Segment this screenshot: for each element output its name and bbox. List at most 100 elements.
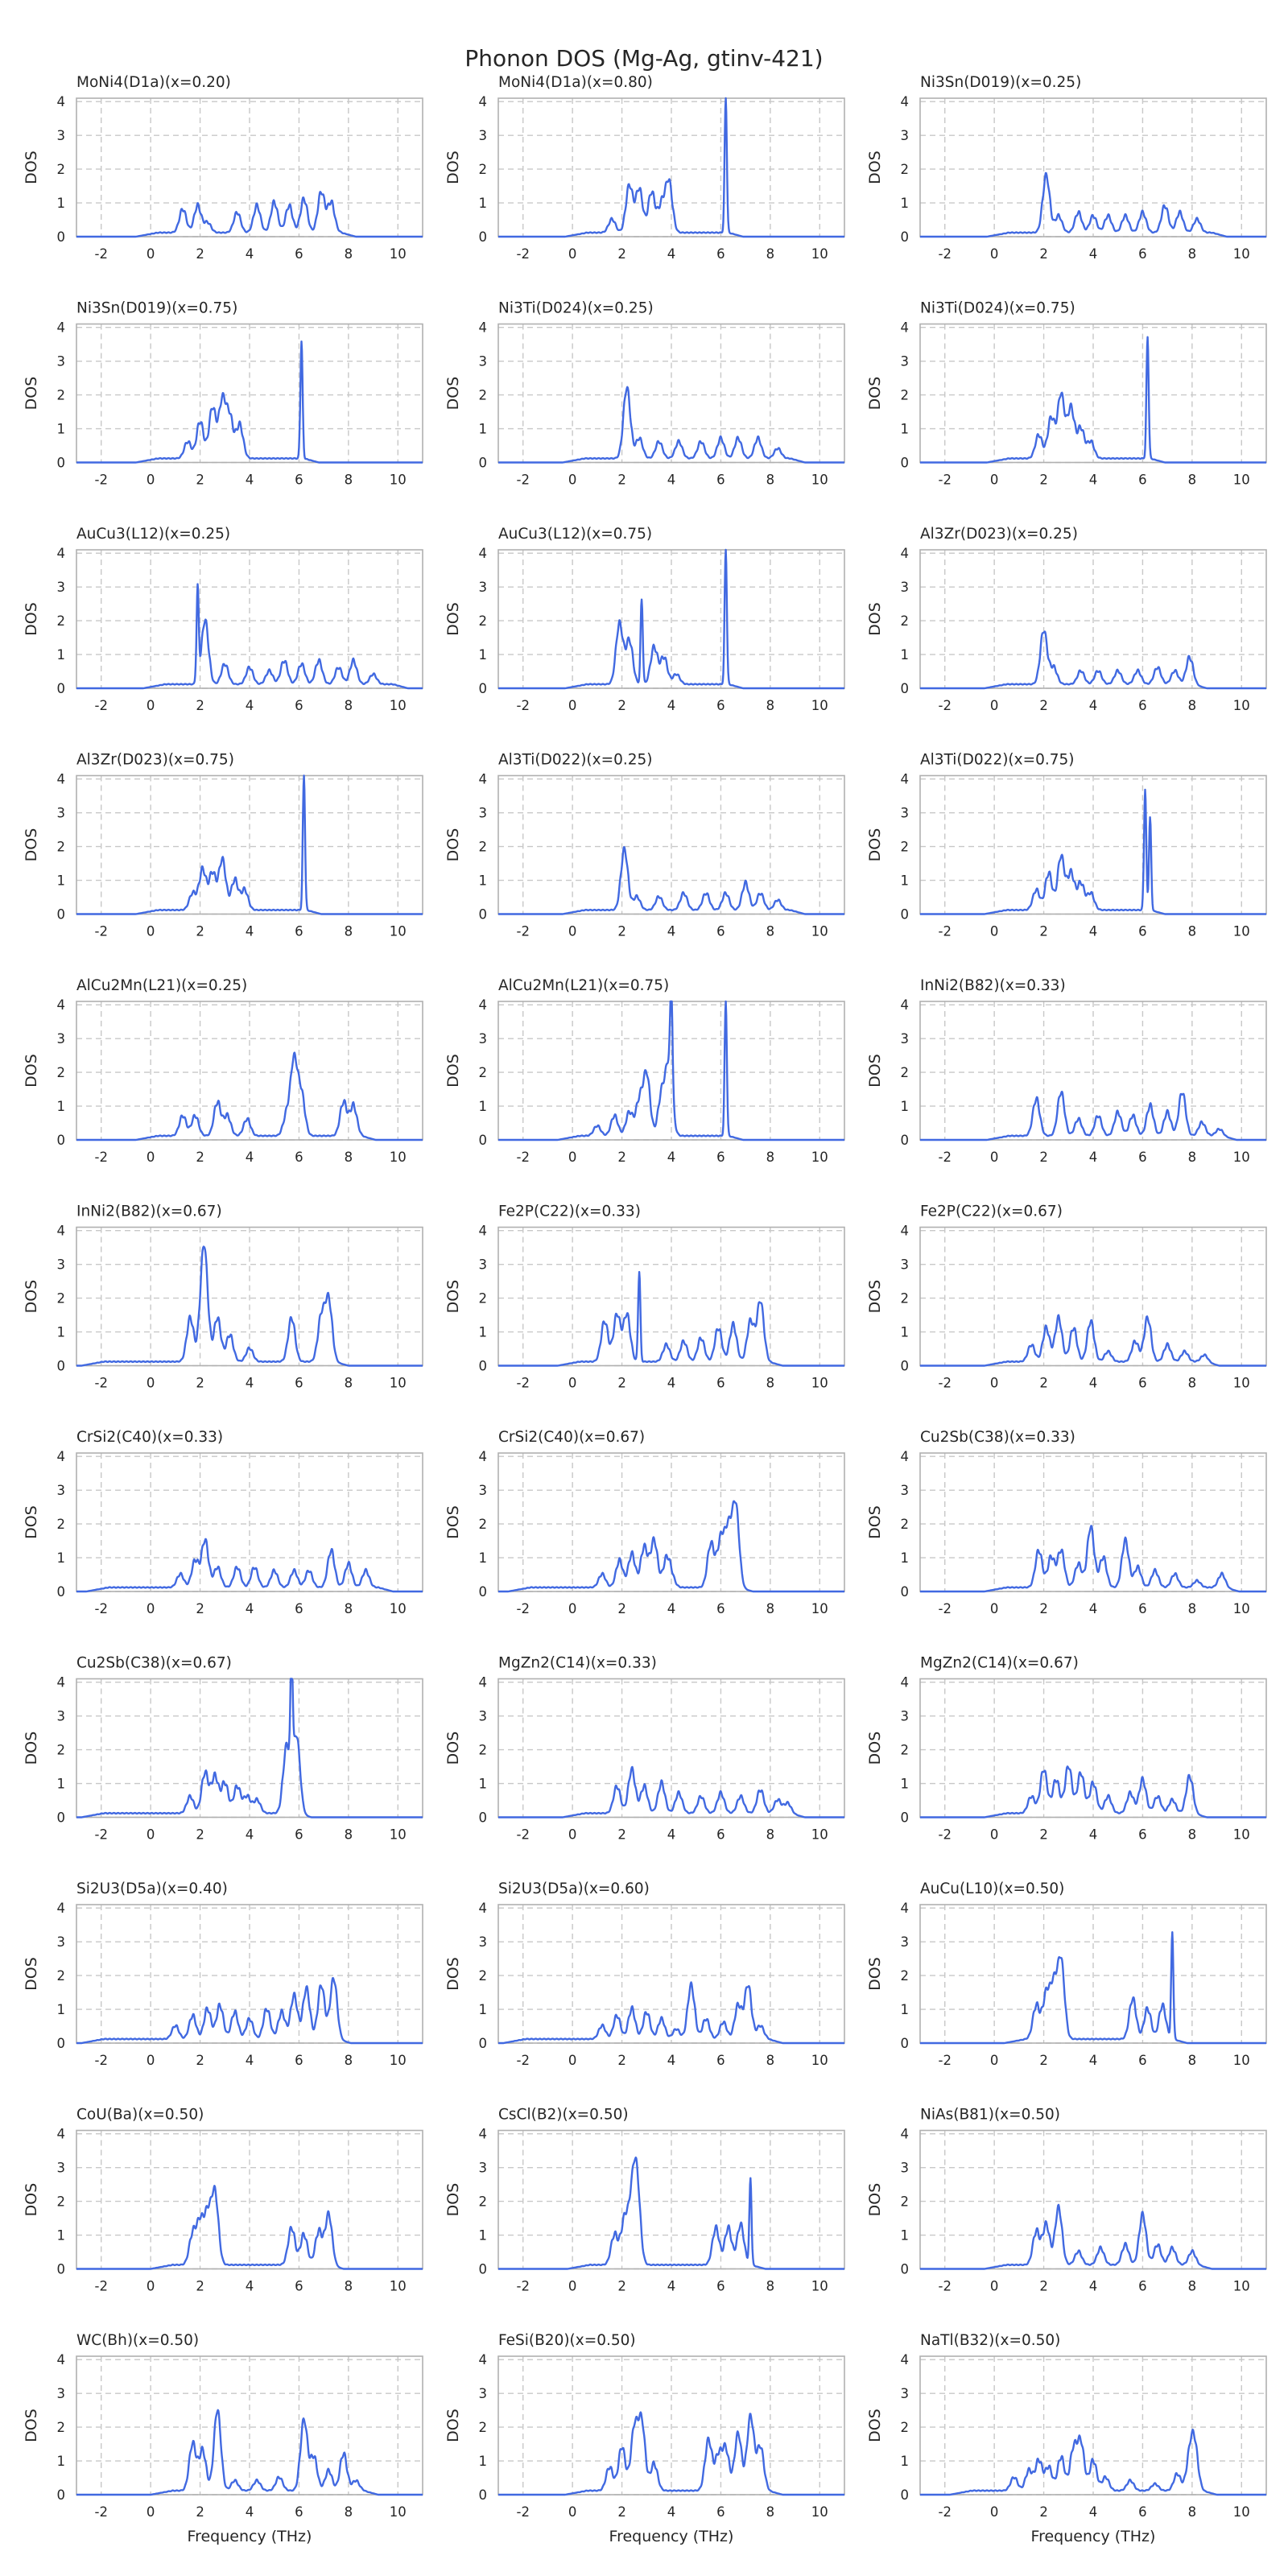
x-tick-label: 0	[568, 924, 577, 939]
y-tick-label: 0	[479, 1359, 488, 1374]
x-tick-label: 8	[1188, 2279, 1197, 2294]
y-tick-label: 3	[901, 2161, 910, 2176]
y-tick-label: 3	[479, 806, 488, 821]
x-tick-label: 6	[1138, 473, 1147, 488]
figure-title: Phonon DOS (Mg-Ag, gtinv-421)	[464, 45, 824, 72]
y-tick-label: 4	[901, 997, 910, 1013]
y-tick-label: 2	[901, 840, 910, 855]
y-tick-label: 3	[57, 1483, 66, 1498]
y-axis-label: DOS	[444, 828, 462, 862]
y-tick-label: 2	[479, 162, 488, 177]
y-tick-label: 1	[901, 422, 910, 437]
x-tick-label: 4	[1089, 698, 1098, 713]
x-tick-label: 10	[1233, 2504, 1250, 2520]
y-tick-label: 3	[479, 580, 488, 595]
dos-line	[76, 1678, 423, 1818]
x-tick-label: -2	[94, 473, 107, 488]
x-tick-label: 0	[568, 2504, 577, 2520]
x-tick-label: 6	[295, 2279, 303, 2294]
x-tick-label: 0	[147, 924, 155, 939]
x-tick-label: 0	[147, 246, 155, 262]
x-tick-label: 8	[345, 246, 353, 262]
y-tick-label: 1	[57, 647, 66, 663]
x-tick-label: -2	[94, 2053, 107, 2068]
axes-frame	[497, 323, 845, 464]
x-tick-label: -2	[94, 698, 107, 713]
y-axis-label: DOS	[866, 1505, 884, 1539]
dos-line	[497, 97, 845, 238]
y-axis-label: DOS	[444, 1732, 462, 1765]
x-tick-label: 2	[1039, 1150, 1048, 1165]
x-tick-label: 0	[990, 246, 999, 262]
dos-panel: -2 0 2 4 6 8 10 0 1 2 3 4 DOS MoNi4(D1a)(x=0.80)	[444, 74, 845, 262]
x-tick-label: 4	[667, 1601, 676, 1616]
x-tick-label: -2	[94, 1601, 107, 1616]
y-tick-label: 2	[479, 1743, 488, 1758]
y-tick-label: 1	[901, 1777, 910, 1792]
x-tick-label: 8	[345, 1827, 353, 1843]
panel-title: FeSi(B20)(x=0.50)	[498, 2332, 636, 2349]
x-tick-label: 10	[1233, 2053, 1250, 2068]
dos-panel: -2 0 2 4 6 8 10 0 1 2 3 4 DOS Al3Zr(D023)(x=0.75)	[23, 752, 423, 939]
y-tick-label: 2	[901, 613, 910, 629]
x-tick-label: 8	[766, 1376, 775, 1391]
x-tick-label: 4	[1089, 1827, 1098, 1843]
x-tick-label: 2	[1039, 2279, 1048, 2294]
dos-panel: -2 0 2 4 6 8 10 0 1 2 3 4 DOS AuCu3(L12)(x=0.75)	[444, 526, 845, 713]
y-tick-label: 3	[479, 2161, 488, 2176]
y-tick-label: 2	[479, 1291, 488, 1307]
y-tick-label: 0	[479, 2487, 488, 2503]
axes-frame	[497, 1904, 845, 2044]
panel-title: Al3Zr(D023)(x=0.75)	[76, 752, 234, 769]
x-tick-label: 4	[246, 1150, 254, 1165]
x-tick-label: 2	[617, 1150, 626, 1165]
x-tick-label: 0	[990, 1150, 999, 1165]
x-tick-label: 10	[390, 473, 407, 488]
x-tick-label: -2	[516, 2053, 529, 2068]
y-tick-label: 2	[479, 613, 488, 629]
y-axis-label: DOS	[444, 2409, 462, 2442]
x-tick-label: 10	[811, 246, 828, 262]
y-tick-label: 4	[901, 1449, 910, 1464]
dos-line	[497, 548, 845, 690]
y-tick-label: 0	[479, 456, 488, 471]
x-tick-label: 8	[345, 2504, 353, 2520]
panel-title: AuCu(L10)(x=0.50)	[920, 1880, 1064, 1897]
y-tick-label: 3	[57, 580, 66, 595]
y-tick-label: 2	[479, 840, 488, 855]
panel-title: Ni3Sn(D019)(x=0.25)	[920, 74, 1081, 91]
x-tick-label: 8	[1188, 1376, 1197, 1391]
y-tick-label: 4	[57, 2127, 66, 2142]
x-tick-label: 8	[766, 698, 775, 713]
x-tick-label: 6	[716, 1827, 725, 1843]
y-tick-label: 2	[901, 1968, 910, 1984]
x-tick-label: 0	[147, 473, 155, 488]
y-tick-label: 3	[901, 1031, 910, 1046]
y-axis-label: DOS	[444, 1505, 462, 1539]
dos-line	[497, 2411, 845, 2496]
dos-panel: -2 0 2 4 6 8 10 0 1 2 3 4 DOS AuCu3(L12)(x=0.25)	[23, 526, 423, 713]
x-tick-label: 6	[716, 698, 725, 713]
axes-frame	[76, 1452, 423, 1592]
y-tick-label: 4	[479, 2352, 488, 2368]
dos-line	[919, 1090, 1267, 1141]
panel-title: Ni3Ti(D024)(x=0.75)	[920, 300, 1075, 317]
x-tick-label: 0	[568, 473, 577, 488]
y-tick-label: 2	[57, 2420, 66, 2435]
dos-panel: -2 0 2 4 6 8 10 0 1 2 3 4 DOS CsCl(B2)(x=0.50)	[444, 2107, 845, 2294]
x-tick-label: 8	[1188, 2053, 1197, 2068]
y-tick-label: 0	[901, 229, 910, 245]
y-tick-label: 4	[479, 997, 488, 1013]
x-tick-label: 10	[390, 1150, 407, 1165]
axes-frame	[919, 1226, 1267, 1367]
y-tick-label: 1	[901, 873, 910, 889]
axes-frame	[76, 1904, 423, 2044]
x-tick-label: 4	[246, 246, 254, 262]
y-tick-label: 1	[57, 1777, 66, 1792]
x-tick-label: 10	[390, 1376, 407, 1391]
x-tick-label: 10	[390, 246, 407, 262]
y-tick-label: 1	[479, 1550, 488, 1566]
y-axis-label: DOS	[23, 377, 40, 411]
y-tick-label: 2	[57, 613, 66, 629]
